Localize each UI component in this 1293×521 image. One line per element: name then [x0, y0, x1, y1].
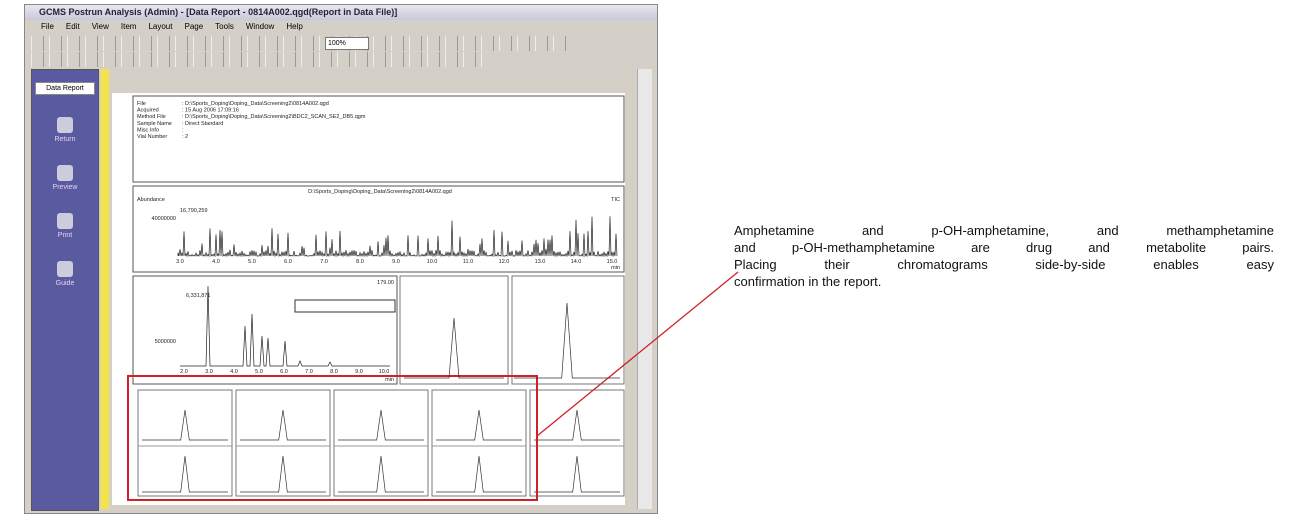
tic-x-tick-label: 12.0: [499, 259, 510, 265]
sic-tag: 179.00: [377, 280, 394, 286]
tic-x-tick-label: 5.0: [248, 259, 256, 265]
field-value: : 15 Aug 2006 17:09:16: [182, 108, 239, 114]
sic-x-tick-label: 6.0: [280, 369, 288, 375]
tic-max: 16,790,259: [180, 208, 208, 214]
sic-x-tick-label: 4.0: [230, 369, 238, 375]
tic-x-tick-label: 10.0: [427, 259, 438, 265]
field-label: Acquired: [137, 108, 159, 114]
report-page: [112, 93, 625, 505]
annotation: Amphetamine and p-OH-amphetamine, and me…: [734, 222, 1274, 290]
field-value: : Direct Standard: [182, 121, 223, 127]
field-label: Sample Name: [137, 121, 172, 127]
field-value: : 2: [182, 134, 188, 140]
tic-x-tick-label: 7.0: [320, 259, 328, 265]
sic-ytick: 5000000: [155, 339, 176, 345]
field-label: Misc Info: [137, 127, 159, 133]
annotation-line: confirmation in the report.: [734, 273, 1274, 290]
field-label: File: [137, 101, 146, 107]
tic-x-tick-label: 14.0: [571, 259, 582, 265]
tic-x-tick-label: 8.0: [356, 259, 364, 265]
sic-x-tick-label: 9.0: [355, 369, 363, 375]
sic-x-tick-label: 3.0: [205, 369, 213, 375]
sic-x-tick-label: 7.0: [305, 369, 313, 375]
tic-tag: TIC: [611, 197, 620, 203]
tic-ytick: 40000000: [152, 216, 176, 222]
tic-x-tick-label: 13.0: [535, 259, 546, 265]
sic-unit: min: [385, 377, 394, 383]
page: GCMS Postrun Analysis (Admin) - [Data Re…: [0, 0, 1293, 521]
annotation-line: Placing their chromatograms side-by-side…: [734, 256, 1274, 273]
field-value: : D:\Sports_Doping\Doping_Data\Screening…: [182, 101, 329, 107]
tic-ylabel: Abundance: [137, 197, 165, 203]
field-label: Vial Number: [137, 134, 167, 140]
tic-unit: min: [611, 265, 620, 271]
tic-x-tick-label: 11.0: [463, 259, 473, 265]
tic-x-tick-label: 6.0: [284, 259, 292, 265]
sic-max: 6,331,871: [186, 293, 210, 299]
tic-x-tick-label: 9.0: [392, 259, 400, 265]
tic-x-tick-label: 4.0: [212, 259, 220, 265]
sic-x-tick-label: 2.0: [180, 369, 188, 375]
sic-x-tick-label: 8.0: [330, 369, 338, 375]
field-value: : D:\Sports_Doping\Doping_Data\Screening…: [182, 114, 366, 120]
sic-x-tick-label: 10.0: [379, 369, 390, 375]
tic-x-tick-label: 3.0: [176, 259, 184, 265]
annotation-line: and p-OH-methamphetamine are drug and me…: [734, 239, 1274, 256]
annotation-line: Amphetamine and p-OH-amphetamine, and me…: [734, 222, 1274, 239]
tic-file: D:\Sports_Doping\Doping_Data\Screening2\…: [308, 189, 452, 195]
field-label: Method File: [137, 114, 166, 120]
sic-x-tick-label: 5.0: [255, 369, 263, 375]
